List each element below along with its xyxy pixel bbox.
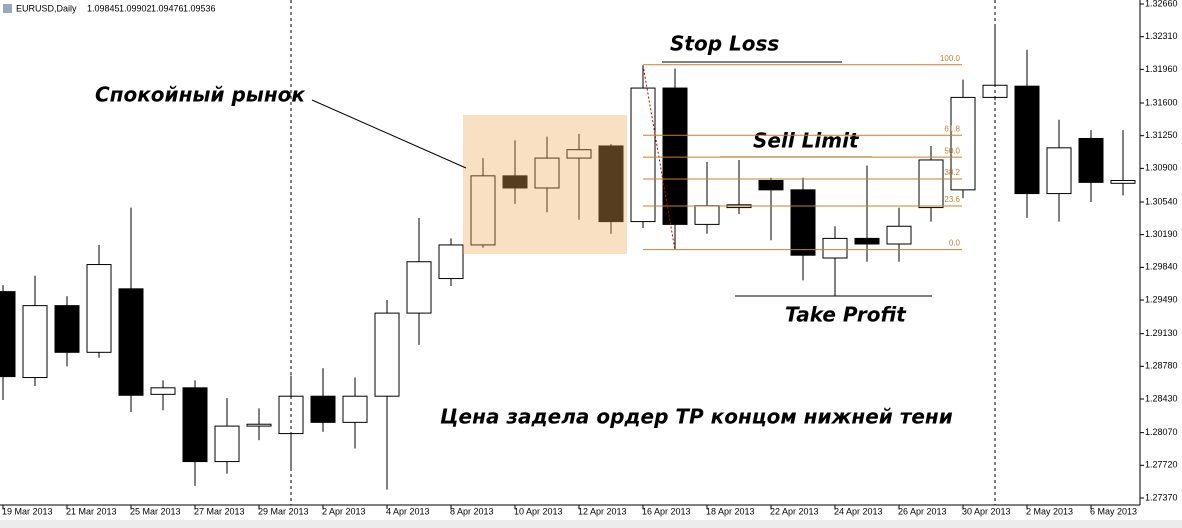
x-tick-label: 30 Apr 2013	[962, 506, 1011, 516]
x-tick-label: 12 Apr 2013	[578, 506, 627, 516]
y-tick-label: 1.28780	[1145, 361, 1178, 371]
fibo-label: 0.0	[949, 239, 961, 248]
tab-bar	[0, 520, 1182, 528]
candle-body	[22, 305, 48, 379]
calm-market-box	[463, 115, 627, 254]
candle-body	[694, 205, 720, 225]
x-tick-label: 2 May 2013	[1026, 506, 1073, 516]
y-tick-label: 1.27370	[1145, 492, 1178, 502]
candle-body	[1014, 85, 1040, 195]
y-tick-label: 1.32310	[1145, 31, 1178, 41]
candle-body	[502, 175, 528, 189]
y-tick-label: 1.31250	[1145, 130, 1178, 140]
annotation: Спокойный рынок	[95, 83, 305, 107]
y-tick-label: 1.28070	[1145, 427, 1178, 437]
candle-body	[310, 395, 336, 423]
x-tick-label: 22 Apr 2013	[770, 506, 819, 516]
callout-line	[311, 99, 467, 169]
ohlc-close: 1.09536	[183, 3, 216, 13]
x-tick-label: 16 Apr 2013	[642, 506, 691, 516]
candle-body	[918, 159, 944, 209]
candle-body	[1110, 180, 1136, 184]
candle-body	[1078, 137, 1104, 183]
annotation: Цена задела ордер TP концом нижней тени	[440, 405, 953, 429]
candle-body	[438, 244, 464, 280]
candle-body	[470, 175, 496, 246]
fibo-label: 61.8	[944, 124, 960, 133]
candle-body	[54, 305, 80, 353]
candle-body	[182, 387, 208, 463]
x-tick-label: 24 Apr 2013	[834, 506, 883, 516]
candle-body	[0, 291, 16, 378]
fibo-label: 23.6	[944, 195, 960, 204]
y-tick-label: 1.29130	[1145, 328, 1178, 338]
candle-body	[950, 96, 976, 191]
candle-body	[854, 237, 880, 245]
x-tick-label: 29 Mar 2013	[258, 506, 309, 516]
y-tick-label: 1.27720	[1145, 460, 1178, 470]
ohlc-low: 1.09476	[151, 3, 184, 13]
x-tick-label: 19 Mar 2013	[2, 506, 53, 516]
fibo-label: 50.0	[944, 146, 960, 155]
candle-body	[822, 237, 848, 259]
x-tick-label: 6 May 2013	[1090, 506, 1137, 516]
candle-body	[1046, 147, 1072, 195]
candle-body	[246, 423, 272, 427]
y-tick-label: 1.32660	[1145, 0, 1178, 8]
candle-body	[150, 387, 176, 395]
annotation: Sell Limit	[753, 129, 860, 153]
x-tick-label: 18 Apr 2013	[706, 506, 755, 516]
plot-area	[0, 26, 1136, 490]
ohlc-open: 1.09845	[87, 3, 120, 13]
candle-body	[374, 312, 400, 397]
x-tick-label: 4 Apr 2013	[386, 506, 430, 516]
y-tick-label: 1.28430	[1145, 393, 1178, 403]
y-tick-label: 1.29840	[1145, 262, 1178, 272]
ohlc-high: 1.09902	[119, 3, 152, 13]
candle-body	[790, 189, 816, 256]
candle-body	[662, 87, 688, 225]
candle-body	[566, 149, 592, 159]
candle-body	[214, 425, 240, 463]
y-tick-label: 1.31600	[1145, 97, 1178, 107]
fibo-label: 38.2	[944, 168, 960, 177]
x-tick-label: 25 Mar 2013	[130, 506, 181, 516]
annotation: Stop Loss	[670, 32, 779, 56]
symbol: EURUSD,Daily	[16, 3, 77, 13]
x-tick-label: 26 Apr 2013	[898, 506, 947, 516]
x-tick-label: 2 Apr 2013	[322, 506, 366, 516]
candle-body	[758, 180, 784, 191]
candle-body	[86, 264, 112, 353]
symbol-icon	[3, 4, 12, 13]
x-tick-label: 8 Apr 2013	[450, 506, 494, 516]
y-tick-label: 1.30900	[1145, 163, 1178, 173]
x-tick-label: 21 Mar 2013	[66, 506, 117, 516]
candle-body	[118, 288, 144, 396]
annotation: Take Profit	[785, 303, 907, 327]
candle-body	[630, 87, 656, 223]
y-tick-label: 1.30540	[1145, 196, 1178, 206]
candle-body	[342, 395, 368, 423]
candle-body	[406, 261, 432, 314]
x-tick-label: 27 Mar 2013	[194, 506, 245, 516]
candle-body	[886, 225, 912, 245]
y-tick-label: 1.30190	[1145, 229, 1178, 239]
candle-body	[534, 157, 560, 189]
fibo-label: 100.0	[940, 54, 961, 63]
candle-body	[598, 145, 624, 223]
y-tick-label: 1.31960	[1145, 64, 1178, 74]
x-tick-label: 10 Apr 2013	[514, 506, 563, 516]
y-tick-label: 1.29490	[1145, 294, 1178, 304]
